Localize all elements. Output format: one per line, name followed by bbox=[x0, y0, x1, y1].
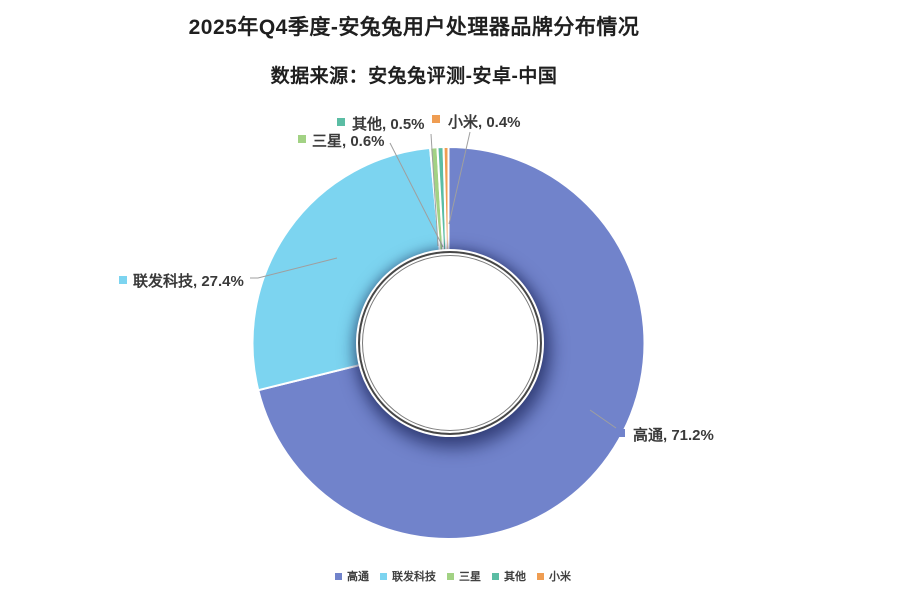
leader-line-3 bbox=[389, 142, 444, 248]
data-label-2: 联发科技, 27.4% bbox=[133, 273, 244, 290]
legend-label-4: 其他 bbox=[504, 571, 526, 583]
leader-line-2 bbox=[250, 257, 338, 279]
chart-title: 2025年Q4季度-安兔兔用户处理器品牌分布情况 bbox=[188, 16, 640, 39]
data-label-4: 其他, 0.5% bbox=[352, 116, 425, 133]
data-label-1: 高通, 71.2% bbox=[633, 427, 714, 444]
legend-item-1: 高通 bbox=[335, 568, 369, 584]
legend-marker-1 bbox=[335, 572, 342, 580]
data-label-marker-5 bbox=[432, 115, 440, 123]
legend-marker-4 bbox=[492, 572, 499, 580]
legend-label-5: 小米 bbox=[549, 571, 571, 583]
data-label-3: 三星, 0.6% bbox=[312, 133, 385, 150]
data-label-5: 小米, 0.4% bbox=[448, 114, 521, 131]
data-label-marker-3 bbox=[298, 135, 306, 143]
data-label-marker-2 bbox=[119, 276, 127, 284]
legend-item-5: 小米 bbox=[537, 568, 571, 584]
legend-item-2: 联发科技 bbox=[380, 568, 436, 584]
donut-hole bbox=[358, 251, 542, 435]
title-block: 2025年Q4季度-安兔兔用户处理器品牌分布情况 数据来源：安兔兔评测-安卓-中… bbox=[0, 0, 828, 88]
legend-label-2: 联发科技 bbox=[392, 571, 436, 583]
legend-marker-5 bbox=[537, 572, 544, 580]
legend-item-4: 其他 bbox=[492, 568, 526, 584]
leader-line-4 bbox=[430, 133, 439, 247]
legend-marker-2 bbox=[380, 572, 387, 580]
leader-line-5 bbox=[448, 131, 471, 225]
legend-label-3: 三星 bbox=[459, 571, 481, 583]
data-label-marker-4 bbox=[337, 118, 345, 126]
legend-marker-3 bbox=[447, 572, 454, 580]
legend-item-3: 三星 bbox=[447, 568, 481, 584]
chart-subtitle: 数据来源：安兔兔评测-安卓-中国 bbox=[270, 66, 558, 87]
leader-line-1 bbox=[589, 409, 617, 429]
chart-legend: 高通 联发科技 三星 其他 小米 bbox=[0, 568, 900, 584]
legend-label-1: 高通 bbox=[347, 571, 369, 583]
data-label-marker-1 bbox=[617, 429, 625, 437]
